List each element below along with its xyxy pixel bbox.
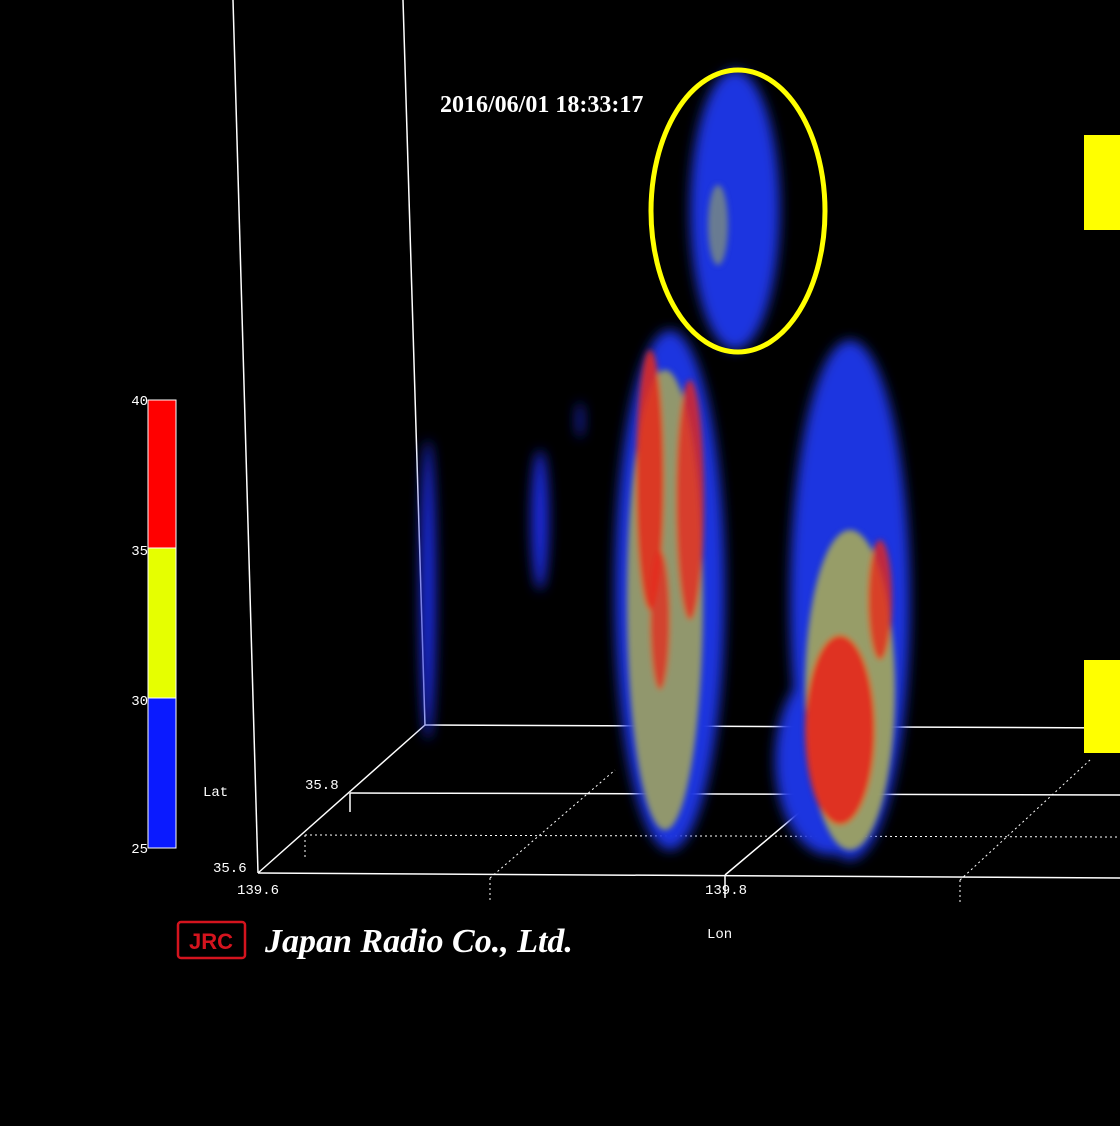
colorbar-tick: 25: [131, 842, 148, 858]
tick-label: 35.6: [213, 861, 247, 877]
colorbar-tick: 30: [131, 694, 148, 710]
radar-view: 2016/06/01 18:33:17 40 35 30 25 Lat 35.8…: [0, 0, 1120, 1126]
timestamp: 2016/06/01 18:33:17: [440, 92, 643, 118]
company-name: Japan Radio Co., Ltd.: [264, 923, 573, 960]
colorbar-tick: 35: [131, 544, 148, 560]
tick-label: 139.6: [237, 883, 279, 899]
marker: [1084, 135, 1120, 230]
logo-mark: JRC: [189, 929, 233, 954]
colorbar-tick: 40: [131, 394, 148, 410]
marker: [1084, 660, 1120, 753]
axis-label: Lat: [203, 785, 228, 801]
colorbar: [148, 400, 176, 848]
axis-label: Lon: [707, 927, 732, 943]
tick-label: 35.8: [305, 778, 339, 794]
tick-label: 139.8: [705, 883, 747, 899]
